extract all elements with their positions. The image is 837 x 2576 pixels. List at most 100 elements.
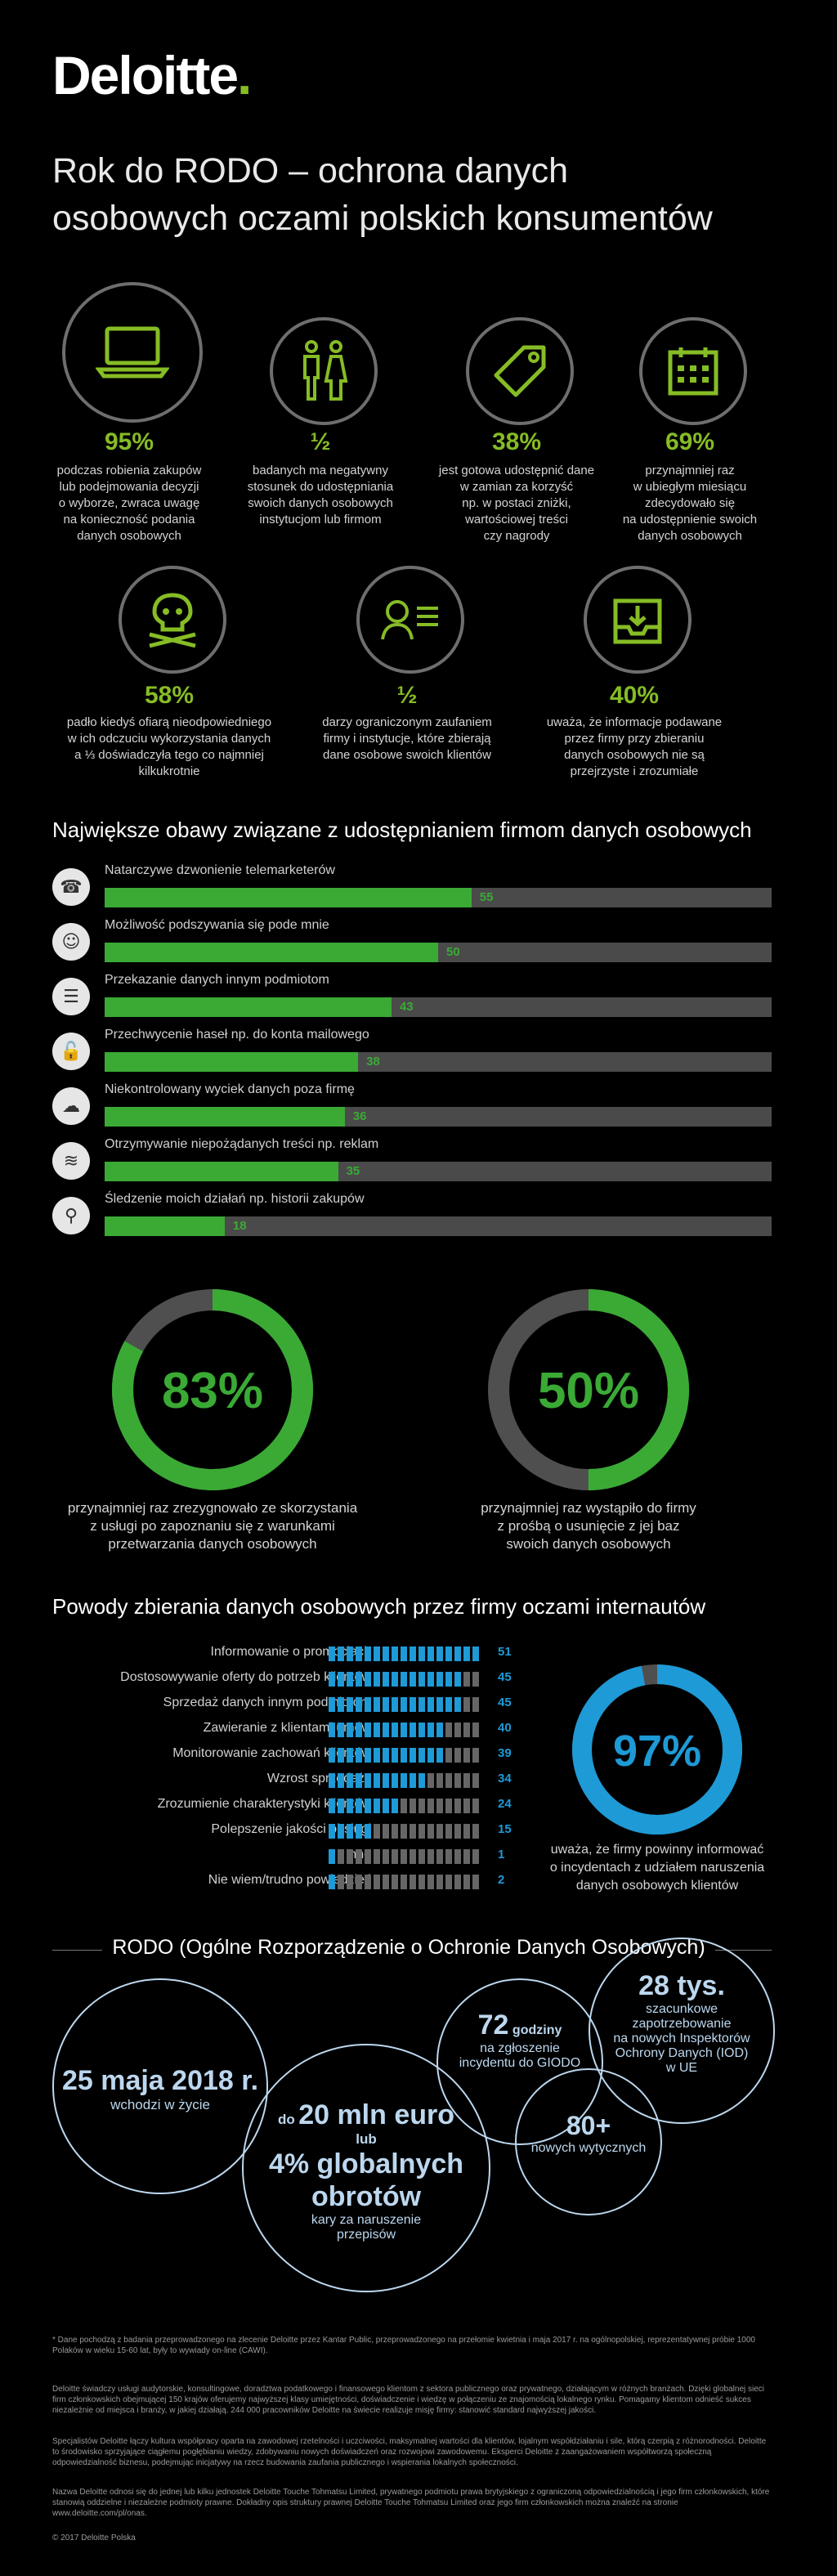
donut-chart-97: 97% (572, 1664, 742, 1835)
reason-bar-segment (418, 1672, 425, 1687)
reason-bar-segment (365, 1824, 371, 1839)
reason-bar-segment (392, 1875, 398, 1889)
reason-bar-segment (347, 1748, 353, 1763)
reason-bar-segment (392, 1748, 398, 1763)
reason-bar-segment (383, 1875, 389, 1889)
reason-row: Wzrost sprzedaży 34 (52, 1772, 535, 1790)
calendar-icon (639, 317, 747, 425)
concern-bar (105, 1216, 225, 1236)
reason-bar-segment (383, 1773, 389, 1788)
reason-value: 15 (498, 1822, 512, 1836)
reason-bar-segment (365, 1875, 371, 1889)
reason-bar-segment (463, 1646, 470, 1661)
reason-bar-segment (374, 1748, 380, 1763)
reason-bar-segment (418, 1799, 425, 1813)
reason-bar-segment (338, 1672, 344, 1687)
reason-bar-segment (427, 1799, 434, 1813)
reason-bar-segment (454, 1672, 461, 1687)
concern-bar (105, 1052, 359, 1072)
concern-label: Przechwycenie haseł np. do konta mailowe… (105, 1028, 369, 1042)
concern-row: ☎ Natarczywe dzwonienie telemarketerów 55 (52, 863, 772, 907)
concern-value: 18 (232, 1219, 247, 1233)
profile-icon: ☰ (52, 978, 90, 1015)
reason-bar-segment (445, 1875, 452, 1889)
reason-bar-segment (356, 1723, 362, 1737)
reason-bar-segment (472, 1672, 479, 1687)
reason-row: Zrozumienie charakterystyki klientów 24 (52, 1797, 535, 1815)
reason-bar-segment (454, 1875, 461, 1889)
reason-bar-segment (347, 1672, 353, 1687)
reason-bar-segment (356, 1672, 362, 1687)
reason-bar-segment (445, 1697, 452, 1712)
bubble-fine: do 20 mln euro lub 4% globalnych obrotów… (242, 2044, 490, 2292)
reason-row: Dostosowywanie oferty do potrzeb klientó… (52, 1670, 535, 1688)
concern-bar-track: 35 (105, 1162, 772, 1181)
reason-bar-segment (383, 1824, 389, 1839)
reason-value: 34 (498, 1772, 512, 1785)
reason-bar-segment (374, 1672, 380, 1687)
concern-row: ☺ Możliwość podszywania się pode mnie 50 (52, 918, 772, 962)
reason-bar-segment (383, 1799, 389, 1813)
reason-bar-segment (374, 1824, 380, 1839)
reason-bar-segment (329, 1799, 335, 1813)
reason-bar-segment (383, 1723, 389, 1737)
reason-bar-segment (392, 1723, 398, 1737)
reason-bar-segment (427, 1697, 434, 1712)
reason-bar-segment (410, 1824, 416, 1839)
stat-value: 58% (144, 682, 195, 709)
reason-bar-segment (356, 1697, 362, 1712)
concern-row: 🔓 Przechwycenie haseł np. do konta mailow… (52, 1028, 772, 1072)
stat-value: 38% (491, 428, 542, 455)
phone-icon: ☎ (52, 868, 90, 906)
reason-bar-segment (329, 1697, 335, 1712)
reason-bar-segment (418, 1646, 425, 1661)
reason-bar-segment (329, 1824, 335, 1839)
reason-bar-segment (436, 1849, 443, 1864)
reason-bar-segment (454, 1748, 461, 1763)
concern-row: ☰ Przekazanie danych innym podmiotom 43 (52, 973, 772, 1017)
reason-bar-segment (338, 1875, 344, 1889)
reason-value: 1 (498, 1848, 505, 1861)
concern-label: Śledzenie moich działań np. historii zak… (105, 1192, 365, 1206)
reason-bar-segment (338, 1773, 344, 1788)
reason-bar-segment (392, 1799, 398, 1813)
reason-bar-segment (329, 1773, 335, 1788)
donut-desc: przynajmniej raz zrezygnowało ze skorzys… (67, 1500, 358, 1552)
concern-value: 35 (346, 1164, 360, 1178)
reason-bar-segment (472, 1646, 479, 1661)
reason-row: Informowanie o promocjach 51 (52, 1645, 535, 1663)
reason-bar-segment (445, 1799, 452, 1813)
donut-chart-50: 50% (488, 1289, 689, 1490)
concern-bar (105, 997, 392, 1017)
reason-bar-segment (410, 1875, 416, 1889)
reason-bar-segment (472, 1799, 479, 1813)
concerns-title: Największe obawy związane z udostępniani… (52, 818, 752, 842)
stat-desc: podczas robienia zakupów lub podejmowania… (56, 464, 202, 543)
reason-bar-segment (374, 1646, 380, 1661)
reason-row: Inne1 (52, 1848, 535, 1866)
reason-bar-segment (454, 1799, 461, 1813)
donut-value: 83% (162, 1363, 263, 1419)
survey-note: * Dane pochodzą z badania przeprowadzone… (52, 2336, 755, 2355)
stack-icon: ≋ (52, 1142, 90, 1180)
reason-bar-segment (365, 1849, 371, 1864)
reason-bar-segment (445, 1824, 452, 1839)
stat-desc: badanych ma negatywny stosunek do udostęp… (247, 464, 394, 526)
skull-icon (119, 566, 226, 674)
legal-note: Nazwa Deloitte odnosi się do jednej lub … (52, 2488, 770, 2518)
reason-bar-segment (418, 1748, 425, 1763)
stat-desc: uważa, że informacje podawane przez firmy… (546, 715, 723, 778)
copyright: © 2017 Deloitte Polska (52, 2533, 136, 2542)
reason-bar-segment (418, 1824, 425, 1839)
reason-bar-segment (427, 1875, 434, 1889)
reason-bar-segment (329, 1748, 335, 1763)
reason-bar-segment (463, 1773, 470, 1788)
reason-bar-segment (329, 1875, 335, 1889)
reason-bar-segment (445, 1849, 452, 1864)
deloitte-logo: Deloitte. (52, 45, 252, 105)
reason-bar-segment (427, 1672, 434, 1687)
concern-label: Niekontrolowany wyciek danych poza firmę (105, 1082, 355, 1096)
reason-bar-segment (392, 1824, 398, 1839)
cloud-icon: ☁ (52, 1087, 90, 1125)
reason-bar-segment (463, 1697, 470, 1712)
